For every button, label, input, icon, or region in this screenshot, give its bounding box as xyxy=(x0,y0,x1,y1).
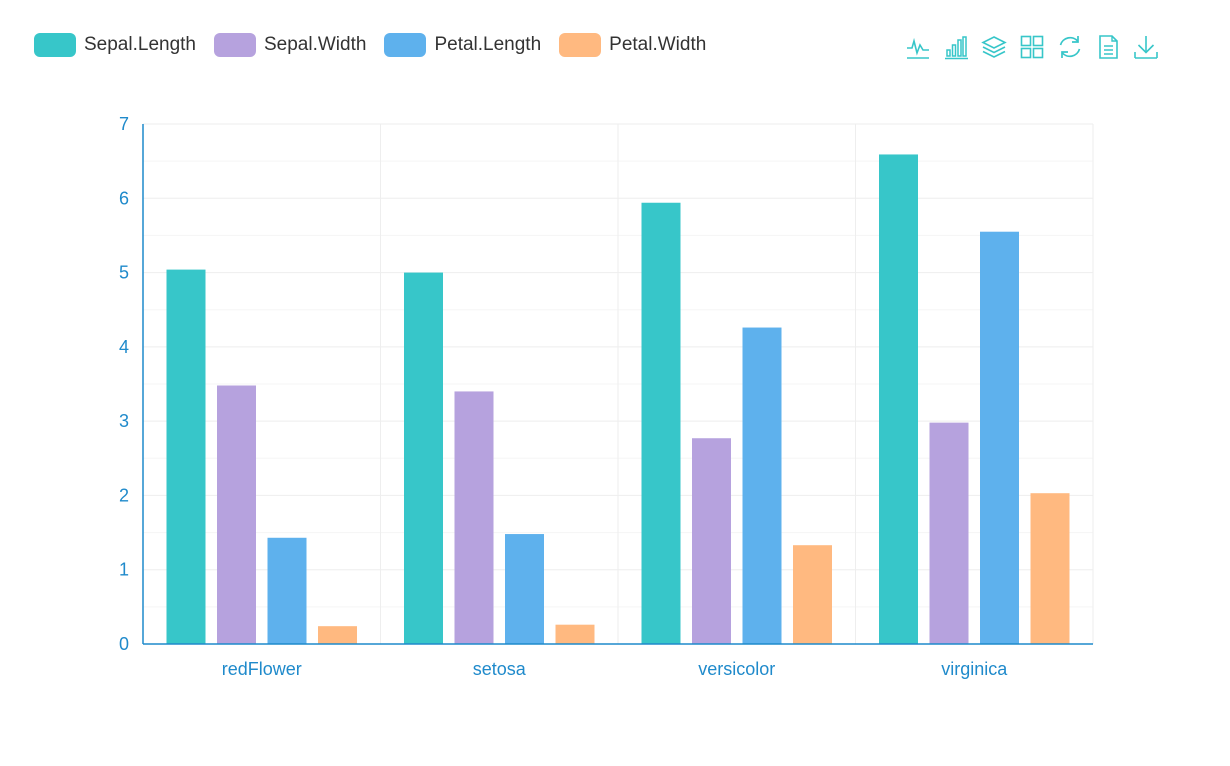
bar-sepal-width-virginica[interactable] xyxy=(929,422,969,644)
bar-petal-width-redflower[interactable] xyxy=(318,626,357,644)
legend-item-petal-width[interactable]: Petal.Width xyxy=(559,33,706,57)
restore-icon[interactable] xyxy=(1056,33,1084,61)
x-tick-label: virginica xyxy=(941,659,1008,679)
y-tick-label: 7 xyxy=(119,114,129,134)
tiled-icon[interactable] xyxy=(1018,33,1046,61)
bar-petal-length-versicolor[interactable] xyxy=(742,327,782,644)
legend-item-sepal-width[interactable]: Sepal.Width xyxy=(214,33,366,57)
legend-swatch xyxy=(214,33,256,57)
bar-sepal-width-redflower[interactable] xyxy=(217,385,256,644)
legend-swatch xyxy=(559,33,602,57)
bar-sepal-length-versicolor[interactable] xyxy=(641,202,681,644)
legend: Sepal.Length Sepal.Width Petal.Length Petal… xyxy=(34,32,724,58)
stack-icon[interactable] xyxy=(980,33,1008,61)
save-image-icon[interactable] xyxy=(1132,33,1160,61)
data-view-icon[interactable] xyxy=(1094,33,1122,61)
legend-swatch xyxy=(34,33,76,57)
legend-item-petal-length[interactable]: Petal.Length xyxy=(384,33,541,57)
bar-sepal-width-setosa[interactable] xyxy=(454,391,494,644)
y-tick-label: 0 xyxy=(119,634,129,654)
x-tick-label: setosa xyxy=(473,659,527,679)
legend-label: Petal.Width xyxy=(609,34,707,55)
bar-sepal-length-redflower[interactable] xyxy=(166,269,206,644)
legend-swatch xyxy=(384,33,427,57)
bar-sepal-length-setosa[interactable] xyxy=(404,272,443,644)
toolbox xyxy=(904,30,1170,64)
y-tick-label: 4 xyxy=(119,337,129,357)
x-tick-label: versicolor xyxy=(698,659,775,679)
y-tick-label: 3 xyxy=(119,411,129,431)
bar-petal-width-versicolor[interactable] xyxy=(793,545,832,644)
legend-label: Petal.Length xyxy=(434,34,542,55)
bar-sepal-length-virginica[interactable] xyxy=(879,154,918,644)
bar-petal-length-setosa[interactable] xyxy=(505,534,544,644)
x-tick-label: redFlower xyxy=(222,659,302,679)
y-tick-label: 6 xyxy=(119,188,129,208)
bar-petal-width-setosa[interactable] xyxy=(555,624,595,644)
bar-petal-width-virginica[interactable] xyxy=(1030,493,1070,644)
y-tick-label: 1 xyxy=(119,560,129,580)
bar-chart-icon[interactable] xyxy=(942,33,970,61)
legend-item-sepal-length[interactable]: Sepal.Length xyxy=(34,33,196,57)
line-chart-icon[interactable] xyxy=(904,33,932,61)
legend-label: Sepal.Length xyxy=(84,34,196,55)
legend-label: Sepal.Width xyxy=(264,34,367,55)
y-tick-label: 2 xyxy=(119,485,129,505)
bar-petal-length-virginica[interactable] xyxy=(980,231,1019,644)
bar-sepal-width-versicolor[interactable] xyxy=(692,438,731,644)
y-tick-label: 5 xyxy=(119,263,129,283)
bar-petal-length-redflower[interactable] xyxy=(267,537,307,644)
